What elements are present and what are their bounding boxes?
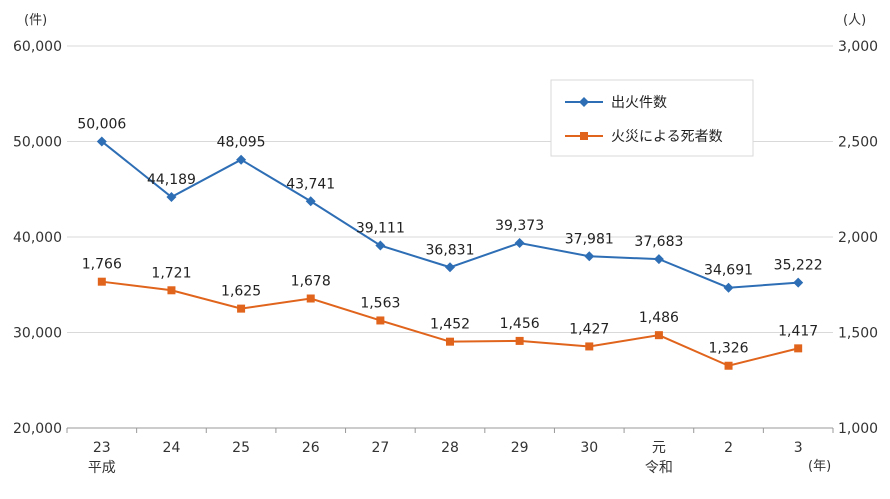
data-label: 36,831 <box>426 242 475 258</box>
data-label: 37,683 <box>634 234 683 250</box>
data-point-diamond <box>723 282 734 293</box>
data-point-square <box>515 336 524 345</box>
data-label: 39,373 <box>495 218 544 234</box>
x-axis-unit: (年) <box>808 459 831 474</box>
data-label: 1,452 <box>430 317 470 333</box>
legend-marker-diamond <box>579 97 589 107</box>
data-label: 43,741 <box>286 176 335 192</box>
data-label: 44,189 <box>147 172 196 188</box>
left-axis-tick-label: 20,000 <box>13 421 62 437</box>
right-axis-unit: (人) <box>843 13 866 28</box>
data-point-square <box>306 294 315 303</box>
data-label: 1,456 <box>500 316 540 332</box>
x-axis-tick-label: 26 <box>302 440 320 456</box>
x-axis-tick-label: 3 <box>794 440 803 456</box>
data-point-diamond <box>514 237 525 248</box>
data-label: 1,721 <box>151 265 191 281</box>
data-label: 48,095 <box>217 135 266 151</box>
data-label: 39,111 <box>356 220 405 236</box>
x-axis-tick-label: 元 <box>652 440 666 456</box>
data-label: 1,427 <box>569 321 609 337</box>
data-point-diamond <box>236 154 247 165</box>
left-axis-tick-label: 30,000 <box>13 326 62 342</box>
left-axis-tick-label: 50,000 <box>13 135 62 151</box>
x-axis-tick-label: 25 <box>232 440 250 456</box>
data-point-square <box>446 337 454 346</box>
data-label: 1,625 <box>221 284 261 300</box>
data-label: 1,678 <box>291 274 331 290</box>
data-point-square <box>97 277 106 286</box>
data-point-diamond <box>653 254 664 265</box>
legend-marker-square <box>580 132 588 140</box>
data-point-diamond <box>375 240 386 251</box>
data-label: 37,981 <box>565 231 614 247</box>
data-point-square <box>167 286 176 295</box>
right-axis-tick-label: 2,000 <box>838 230 878 246</box>
left-axis-unit: (件) <box>24 13 47 28</box>
data-label: 1,486 <box>639 310 679 326</box>
legend-label: 火災による死者数 <box>611 129 723 145</box>
data-label: 1,766 <box>82 257 122 273</box>
data-point-diamond <box>793 277 804 288</box>
data-point-square <box>794 344 803 353</box>
right-axis-tick-label: 3,000 <box>838 39 878 55</box>
data-label: 1,326 <box>708 341 748 357</box>
x-axis-tick-label: 24 <box>163 440 181 456</box>
data-point-square <box>585 342 594 351</box>
x-axis-tick-label: 30 <box>580 440 598 456</box>
left-axis-tick-label: 60,000 <box>13 39 62 55</box>
data-point-square <box>237 304 246 313</box>
x-axis-tick-label: 2 <box>724 440 733 456</box>
right-axis-tick-label: 1,500 <box>838 326 878 342</box>
data-point-diamond <box>305 196 316 207</box>
data-label: 50,006 <box>77 116 126 132</box>
x-axis-tick-label: 29 <box>511 440 529 456</box>
data-point-square <box>376 316 385 325</box>
data-point-diamond <box>166 191 177 202</box>
data-label: 1,563 <box>360 295 400 311</box>
data-point-diamond <box>584 251 595 262</box>
left-axis-tick-label: 40,000 <box>13 230 62 246</box>
era-label: 平成 <box>88 460 116 476</box>
data-label: 1,417 <box>778 323 818 339</box>
x-axis-tick-label: 23 <box>93 440 111 456</box>
legend-box <box>550 79 754 157</box>
data-point-diamond <box>96 136 107 147</box>
data-label: 34,691 <box>704 263 753 279</box>
right-axis-tick-label: 1,000 <box>838 421 878 437</box>
data-label: 35,222 <box>774 258 823 274</box>
x-axis-tick-label: 28 <box>441 440 459 456</box>
x-axis-tick-label: 27 <box>371 440 389 456</box>
legend-label: 出火件数 <box>611 95 667 111</box>
era-label: 令和 <box>645 460 673 476</box>
data-point-diamond <box>445 262 455 273</box>
right-axis-tick-label: 2,500 <box>838 135 878 151</box>
data-point-square <box>654 331 663 340</box>
data-point-square <box>724 361 733 370</box>
